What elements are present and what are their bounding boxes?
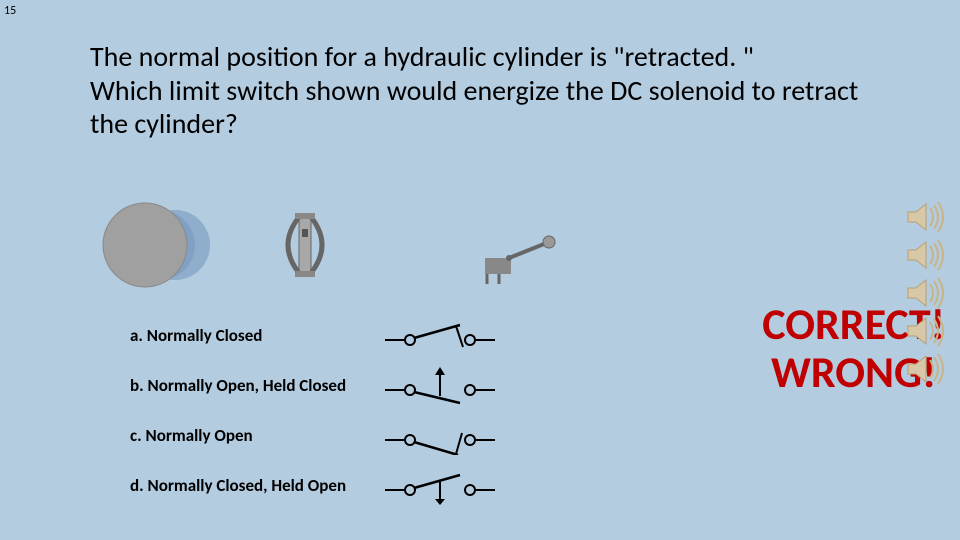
switch-ncho-icon	[380, 465, 500, 505]
speaker-icon[interactable]	[904, 200, 952, 234]
speaker-icon[interactable]	[904, 238, 952, 272]
answer-c[interactable]: c. Normally Open	[130, 410, 530, 460]
speaker-icon[interactable]	[904, 352, 952, 386]
switch-no-icon	[380, 415, 500, 455]
answer-d-label: d. Normally Closed, Held Open	[130, 475, 380, 496]
answer-b[interactable]: b. Normally Open, Held Closed	[130, 360, 530, 410]
answer-b-label: b. Normally Open, Held Closed	[130, 375, 380, 396]
answer-d[interactable]: d. Normally Closed, Held Open	[130, 460, 530, 510]
speaker-icon[interactable]	[904, 276, 952, 310]
switch-nc-icon	[380, 315, 500, 355]
diagram-area	[90, 200, 610, 290]
question-line-1: The normal position for a hydraulic cyli…	[90, 39, 754, 74]
slide-number: 15	[4, 4, 16, 18]
answer-a-label: a. Normally Closed	[130, 325, 380, 346]
question-line-2: Which limit switch shown would energize …	[90, 73, 858, 142]
answer-c-label: c. Normally Open	[130, 425, 380, 446]
answer-list: a. Normally Closed b. Normally Open, Hel…	[130, 310, 530, 510]
speaker-icon[interactable]	[904, 314, 952, 348]
switch-nohc-icon	[380, 365, 500, 405]
question-text: The normal position for a hydraulic cyli…	[90, 40, 870, 141]
hydraulic-diagram	[90, 200, 610, 300]
answer-a[interactable]: a. Normally Closed	[130, 310, 530, 360]
sound-icon-stack	[904, 200, 952, 386]
